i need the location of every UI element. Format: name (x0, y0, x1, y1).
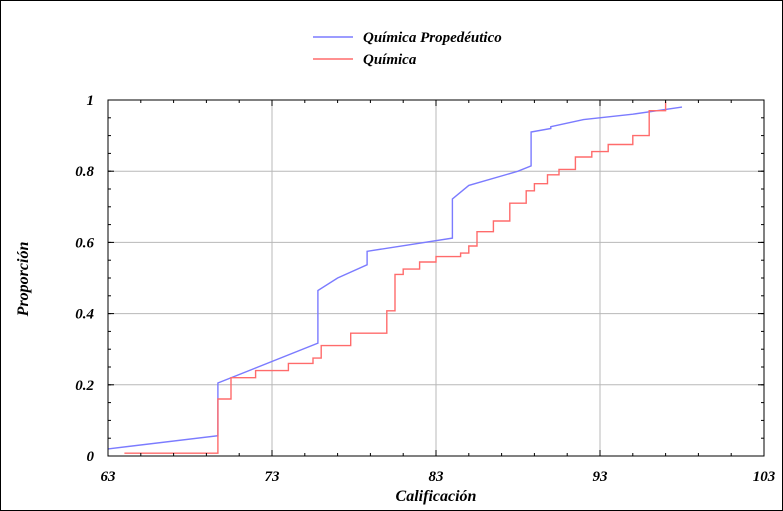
series-line-0 (107, 106, 683, 450)
series-line-1 (124, 101, 667, 454)
y-tick-label: 0.4 (75, 307, 94, 323)
x-tick-label: 103 (753, 469, 776, 485)
gridlines (108, 100, 764, 456)
x-tick-label: 93 (593, 469, 609, 485)
x-tick-label: 83 (429, 469, 445, 485)
legend-label-quimica: Química (363, 52, 417, 68)
legend: Química Propedéutico Química (313, 30, 502, 68)
series-layer (107, 101, 683, 454)
y-tick-label: 0.6 (75, 235, 94, 251)
x-tick-label: 73 (265, 469, 281, 485)
legend-label-quimica-propedeutico: Química Propedéutico (363, 30, 502, 46)
y-tick-label: 0.8 (75, 164, 94, 180)
x-axis-title: Calificación (396, 488, 477, 505)
y-tick-label: 0.2 (75, 378, 94, 394)
axis-ticks (107, 99, 765, 457)
y-tick-labels: 0 0.2 0.4 0.6 0.8 1 (75, 93, 94, 465)
x-tick-label: 63 (101, 469, 117, 485)
y-tick-label: 1 (87, 93, 95, 109)
x-tick-labels: 63 73 83 93 103 (101, 469, 776, 485)
y-tick-label: 0 (87, 449, 95, 465)
y-axis-title: Proporción (15, 242, 32, 318)
